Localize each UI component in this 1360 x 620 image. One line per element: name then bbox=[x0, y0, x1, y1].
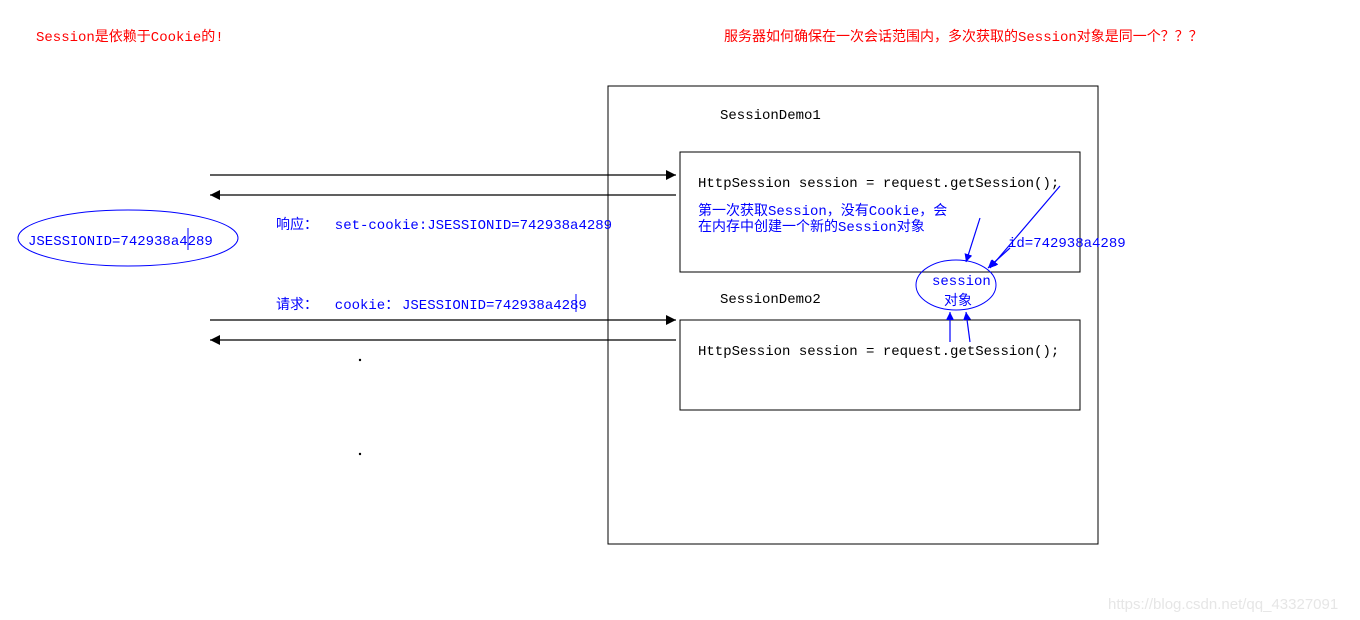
demo1-note-line2: 在内存中创建一个新的Session对象 bbox=[698, 216, 925, 236]
diagram-svg bbox=[0, 0, 1360, 620]
response-label: 响应： set-cookie:JSESSIONID=742938a4289 bbox=[276, 214, 612, 234]
session-obj-line1: session bbox=[932, 274, 991, 290]
session-obj-line2: 对象 bbox=[944, 290, 972, 310]
title-right: 服务器如何确保在一次会话范围内，多次获取的Session对象是同一个？？？ bbox=[724, 26, 1203, 46]
request-label-value: JSESSIONID=742938a4289 bbox=[402, 298, 587, 314]
session-id-label: id=742938a4289 bbox=[1008, 236, 1126, 252]
cookie-ellipse-text: JSESSIONID=742938a4289 bbox=[28, 234, 213, 250]
demo1-title: SessionDemo1 bbox=[720, 108, 821, 124]
title-left: Session是依赖于Cookie的! bbox=[36, 26, 224, 46]
demo2-code: HttpSession session = request.getSession… bbox=[698, 344, 1059, 360]
demo2-title: SessionDemo2 bbox=[720, 292, 821, 308]
demo1-code: HttpSession session = request.getSession… bbox=[698, 176, 1059, 192]
request-label-prefix: 请求： cookie： bbox=[276, 294, 399, 314]
watermark: https://blog.csdn.net/qq_43327091 bbox=[1108, 596, 1338, 613]
